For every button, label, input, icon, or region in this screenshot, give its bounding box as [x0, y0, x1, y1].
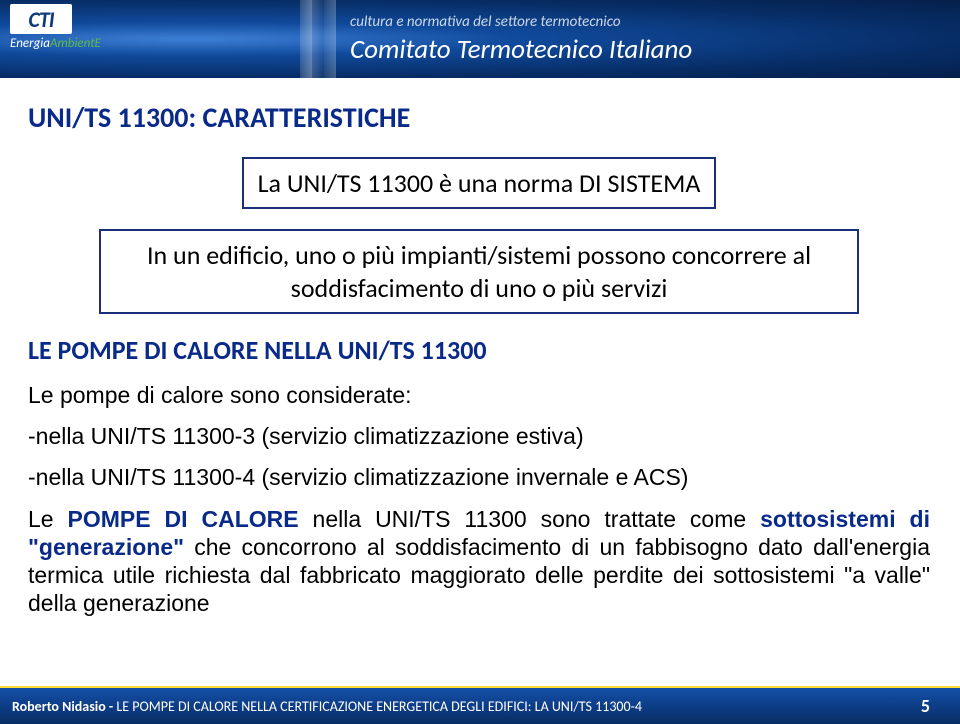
slide-content: UNI/TS 11300: CARATTERISTICHE La UNI/TS …	[0, 78, 960, 617]
footer-doc-title: LE POMPE DI CALORE NELLA CERTIFICAZIONE …	[116, 698, 642, 715]
header-banner: CTI EnergiaAmbientE cultura e normativa …	[0, 0, 960, 78]
footer-author: Roberto Nidasio -	[12, 698, 116, 715]
section-subhead: LE POMPE DI CALORE NELLA UNI/TS 11300	[28, 334, 930, 366]
slide-title: UNI/TS 11300: CARATTERISTICHE	[28, 100, 930, 135]
header-text-area: cultura e normativa del settore termotec…	[300, 0, 960, 78]
body-line-1: Le pompe di calore sono considerate:	[28, 382, 930, 409]
header-divider	[300, 0, 336, 78]
header-tagline: cultura e normativa del settore termotec…	[350, 13, 940, 31]
logo-sub-a: Energia	[10, 36, 50, 51]
body-paragraph: Le POMPE DI CALORE nella UNI/TS 11300 so…	[28, 505, 930, 617]
header-logo-area: CTI EnergiaAmbientE	[0, 0, 300, 78]
header-title: Comitato Termotecnico Italiano	[350, 33, 940, 66]
para-seg-1: Le	[28, 506, 68, 532]
logo-sub-b: AmbientE	[50, 36, 101, 51]
para-bold-1: POMPE DI CALORE	[68, 506, 299, 532]
footer-bar: Roberto Nidasio - LE POMPE DI CALORE NEL…	[0, 686, 960, 724]
callout-box-1: La UNI/TS 11300 è una norma DI SISTEMA	[242, 157, 717, 209]
logo-subtitle: EnergiaAmbientE	[10, 36, 300, 51]
para-seg-2: nella UNI/TS 11300 sono trattate come	[299, 506, 761, 532]
footer-text: Roberto Nidasio - LE POMPE DI CALORE NEL…	[12, 698, 642, 715]
page-number: 5	[921, 695, 930, 717]
callout-box-2: In un edificio, uno o più impianti/siste…	[99, 229, 859, 314]
body-line-2: -nella UNI/TS 11300-3 (servizio climatiz…	[28, 423, 930, 450]
logo-mark: CTI	[10, 4, 72, 34]
body-line-3: -nella UNI/TS 11300-4 (servizio climatiz…	[28, 464, 930, 491]
logo-cti: CTI	[10, 4, 300, 34]
